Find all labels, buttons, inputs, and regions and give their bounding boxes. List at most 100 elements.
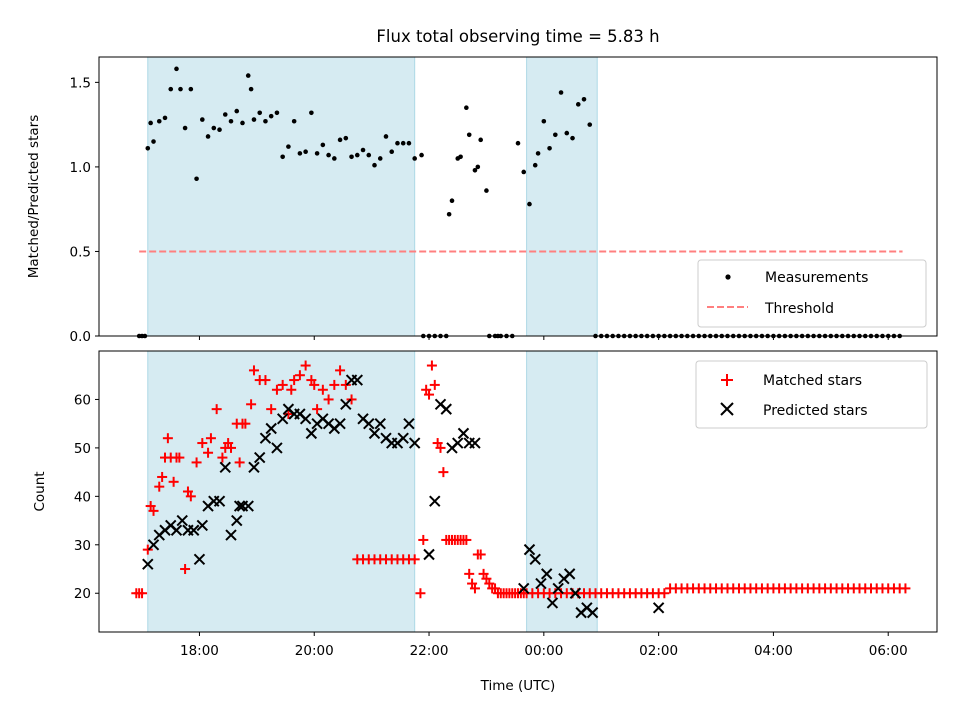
predicted-star-point bbox=[248, 461, 260, 473]
matched-star-point bbox=[409, 554, 420, 565]
predicted-star-stroke bbox=[196, 519, 209, 532]
predicted-star-point bbox=[231, 514, 243, 527]
predicted-star-stroke bbox=[408, 437, 421, 449]
predicted-star-stroke bbox=[529, 553, 541, 566]
top-panel: 0.0 0.5 1.0 1.5 Flux total observing time =… bbox=[26, 27, 938, 345]
matched-star-point bbox=[415, 588, 426, 599]
bottom-plot-area bbox=[131, 360, 911, 619]
predicted-star-point bbox=[518, 582, 530, 595]
matched-star-point bbox=[429, 379, 440, 390]
measurement-point bbox=[205, 134, 211, 139]
bottom-shaded-intervals bbox=[147, 350, 598, 633]
predicted-star-point bbox=[529, 553, 541, 566]
matched-star-point bbox=[226, 442, 237, 453]
measurement-point bbox=[446, 211, 452, 217]
legend-matched-label: Matched stars bbox=[763, 373, 862, 389]
matched-star-point bbox=[148, 505, 159, 516]
matched-star-point bbox=[900, 583, 911, 594]
measurement-point bbox=[200, 117, 205, 122]
measurement-point bbox=[466, 132, 472, 138]
predicted-star-stroke bbox=[363, 417, 375, 430]
predicted-star-point bbox=[254, 451, 266, 464]
measurement-point bbox=[475, 164, 481, 170]
matched-star-point bbox=[317, 384, 328, 395]
predicted-star-stroke bbox=[305, 427, 318, 440]
predicted-star-point bbox=[429, 495, 441, 507]
measurement-point bbox=[332, 156, 337, 161]
measurement-point bbox=[222, 112, 228, 117]
bottom-y-tick-label: 40 bbox=[74, 489, 91, 505]
matched-star-point bbox=[205, 433, 216, 444]
bottom-y-tick-label: 50 bbox=[74, 441, 91, 457]
measurement-point bbox=[326, 152, 331, 158]
measurement-point bbox=[303, 149, 308, 154]
top-y-tick-label: 0.0 bbox=[70, 329, 91, 345]
matched-star-point bbox=[329, 379, 340, 390]
matched-star-point bbox=[426, 360, 437, 371]
measurement-point bbox=[343, 135, 349, 141]
matched-star-point bbox=[260, 375, 271, 386]
measurement-point bbox=[383, 134, 389, 139]
measurement-point bbox=[570, 135, 575, 141]
measurement-point bbox=[257, 110, 263, 116]
measurement-point bbox=[174, 66, 179, 72]
top-y-axis-label: Matched/Predicted stars bbox=[26, 115, 42, 278]
matched-star-point bbox=[469, 583, 480, 594]
bottom-y-tick-label: 20 bbox=[74, 586, 91, 602]
bottom-x-tick-label: 20:00 bbox=[295, 643, 334, 659]
predicted-star-stroke bbox=[457, 427, 470, 440]
predicted-star-point bbox=[546, 597, 559, 609]
matched-star-point bbox=[203, 447, 214, 458]
predicted-star-point bbox=[469, 437, 481, 449]
matched-star-point bbox=[475, 549, 486, 560]
top-axes-frame bbox=[98, 56, 938, 337]
matched-star-point bbox=[289, 375, 300, 386]
predicted-star-stroke bbox=[552, 582, 564, 595]
predicted-star-stroke bbox=[225, 529, 237, 541]
predicted-star-point bbox=[265, 422, 277, 435]
matched-star-point bbox=[323, 394, 334, 405]
matched-star-point bbox=[162, 433, 173, 444]
predicted-star-point bbox=[142, 558, 154, 570]
bottom-axes-frame bbox=[98, 350, 938, 633]
measurement-point bbox=[581, 96, 587, 102]
measurement-point bbox=[587, 122, 593, 127]
matched-star-point bbox=[271, 384, 282, 395]
predicted-star-point bbox=[403, 417, 415, 430]
predicted-star-stroke bbox=[452, 437, 464, 449]
predicted-star-stroke bbox=[254, 451, 266, 464]
legend-measurements-label: Measurements bbox=[765, 270, 868, 286]
predicted-star-stroke bbox=[165, 519, 177, 532]
measurement-point bbox=[541, 118, 547, 124]
predicted-star-point bbox=[374, 417, 386, 430]
predicted-star-point bbox=[219, 461, 231, 473]
predicted-star-point bbox=[457, 427, 470, 440]
matched-star-point bbox=[157, 471, 168, 482]
measurement-point bbox=[178, 86, 183, 92]
measurement-point bbox=[349, 154, 354, 160]
predicted-star-point bbox=[540, 568, 553, 580]
measurement-point bbox=[400, 140, 406, 146]
bottom-x-tick-label: 18:00 bbox=[180, 643, 219, 659]
measurement-point bbox=[168, 86, 174, 92]
predicted-star-stroke bbox=[440, 403, 452, 415]
predicted-star-stroke bbox=[322, 417, 335, 430]
predicted-star-stroke bbox=[271, 442, 283, 454]
measurement-point bbox=[449, 198, 455, 204]
predicted-star-stroke bbox=[518, 582, 530, 595]
measurement-point bbox=[263, 118, 268, 124]
predicted-star-stroke bbox=[340, 398, 352, 411]
matched-star-point bbox=[438, 467, 449, 478]
measurement-point bbox=[515, 140, 521, 146]
matched-star-point bbox=[234, 457, 245, 468]
measurement-point bbox=[228, 118, 234, 124]
predicted-star-point bbox=[340, 398, 352, 411]
predicted-star-stroke bbox=[248, 461, 260, 473]
legend-measurements-marker bbox=[725, 274, 731, 280]
bottom-x-tick-label: 04:00 bbox=[754, 643, 793, 659]
predicted-star-stroke bbox=[299, 413, 312, 425]
predicted-star-point bbox=[196, 519, 209, 532]
predicted-star-stroke bbox=[213, 495, 226, 507]
measurement-point bbox=[419, 152, 424, 158]
matched-star-point bbox=[191, 457, 202, 468]
